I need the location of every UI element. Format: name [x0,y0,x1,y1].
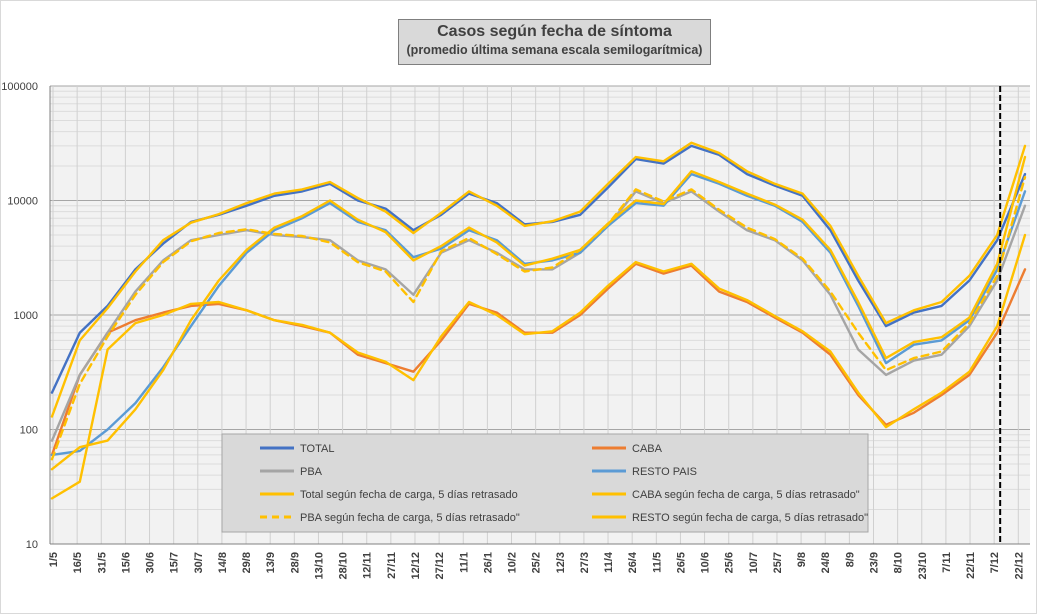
x-tick-label: 25/2 [531,552,543,573]
x-tick-label: 11/1 [458,552,470,573]
series-line-6 [50,175,1027,461]
x-tick-label: 29/8 [241,552,253,573]
legend-label: PBA [300,466,323,478]
legend-label: CABA [632,443,663,455]
series-line-7 [50,155,1027,471]
x-tick-label: 12/3 [555,552,567,573]
legend-label: RESTO PAIS [632,466,697,478]
series-line-2 [50,190,1027,442]
x-tick-label: 26/1 [482,552,494,573]
plot-area [50,86,1030,544]
chart-title: Casos según fecha de síntoma [437,23,672,40]
series-line-1 [50,262,1027,457]
x-tick-label: 25/7 [772,552,784,573]
y-tick-label: 100 [20,425,38,437]
chart-title-box: Casos según fecha de síntoma (promedio ú… [398,19,711,65]
y-tick-label: 10000 [7,196,38,208]
x-tick-label: 16/5 [72,552,84,573]
legend-label: RESTO según fecha de carga, 5 días retra… [632,512,868,524]
x-tick-label: 13/10 [313,552,325,580]
series-line-0 [50,144,1027,394]
x-tick-label: 1/5 [48,552,60,567]
legend-box [221,433,869,533]
x-tick-label: 30/6 [145,552,157,573]
x-tick-label: 23/9 [869,552,881,573]
x-tick-label: 28/9 [289,552,301,573]
series-line-3 [50,172,1027,457]
x-tick-label: 27/3 [579,552,591,573]
x-tick-label: 14/8 [217,552,229,573]
x-tick-label: 28/10 [338,552,350,580]
x-tick-label: 26/5 [675,552,687,573]
x-tick-label: 10/6 [700,552,712,573]
x-tick-label: 15/6 [120,552,132,573]
x-tick-label: 10/7 [748,552,760,573]
y-tick-label: 100000 [1,81,38,93]
x-tick-label: 26/4 [627,551,639,573]
x-tick-label: 22/11 [965,552,977,579]
x-tick-label: 7/11 [941,552,953,573]
x-tick-label: 11/5 [651,552,663,573]
legend-label: CABA según fecha de carga, 5 días retras… [632,489,860,501]
legend-label: PBA según fecha de carga, 5 días retrasa… [300,512,520,524]
x-tick-label: 13/9 [265,552,277,573]
x-tick-label: 8/10 [893,552,905,573]
x-tick-label: 9/8 [796,552,808,567]
x-tick-label: 25/6 [724,552,736,573]
x-tick-label: 7/12 [989,552,1001,573]
x-tick-label: 22/12 [1013,552,1025,580]
series-line-5 [50,233,1027,500]
x-tick-label: 12/12 [410,552,422,580]
x-tick-label: 31/5 [96,552,108,573]
x-tick-label: 27/11 [386,552,398,579]
y-tick-label: 1000 [14,310,38,322]
x-tick-label: 8/9 [844,552,856,567]
x-tick-label: 30/7 [193,552,205,573]
x-tick-label: 12/11 [362,552,374,579]
x-tick-label: 23/10 [917,552,929,580]
legend-label: Total según fecha de carga, 5 días retra… [300,489,518,501]
x-tick-label: 15/7 [169,552,181,573]
y-tick-label: 10 [26,539,38,551]
x-tick-label: 27/12 [434,552,446,580]
chart-subtitle: (promedio última semana escala semilogar… [406,43,703,57]
legend-label: TOTAL [300,443,334,455]
x-tick-label: 10/2 [507,552,519,573]
x-tick-label: 24/8 [820,552,832,573]
series-line-4 [50,141,1027,418]
x-tick-label: 11/4 [603,551,615,573]
